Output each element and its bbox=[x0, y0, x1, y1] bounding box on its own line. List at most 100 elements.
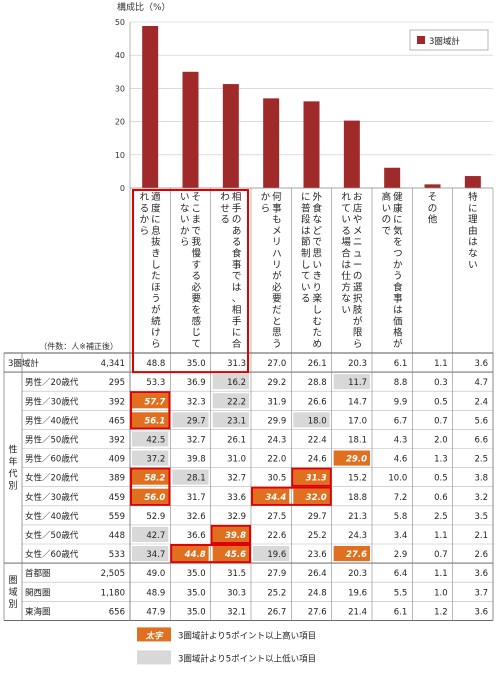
table-cell: 2.1 bbox=[474, 531, 488, 541]
legend-label: 3圏域計 bbox=[429, 36, 460, 47]
table-cell: 31.3 bbox=[227, 359, 246, 369]
category-label-4: 何事もメリハリが必要だと思うから bbox=[261, 191, 283, 350]
y-tick-label: 40 bbox=[115, 51, 125, 60]
row-label: 女性／20歳代 bbox=[25, 473, 79, 484]
table-cell: 22.2 bbox=[227, 397, 246, 407]
table-cell: 19.6 bbox=[267, 550, 286, 560]
low-cell bbox=[132, 526, 169, 542]
table-cell: 6.1 bbox=[394, 359, 408, 369]
table-cell: 21.3 bbox=[348, 512, 367, 522]
low-cell bbox=[333, 374, 370, 390]
category-label-3: 相手のある食事では、相手に合わせる bbox=[220, 191, 242, 350]
low-cell bbox=[212, 393, 249, 409]
table-cell: 5.8 bbox=[394, 512, 408, 522]
table-cell: 1.1 bbox=[434, 359, 448, 369]
high-cell bbox=[293, 488, 330, 504]
high-cell bbox=[132, 393, 169, 409]
table-cell: 1.0 bbox=[434, 588, 448, 598]
row-count: 392 bbox=[109, 397, 125, 407]
table-cell: 2.6 bbox=[474, 550, 488, 560]
table-cell: 31.3 bbox=[306, 474, 327, 484]
table-cell: 7.2 bbox=[394, 493, 408, 503]
row-label: 男性／40歳代 bbox=[25, 415, 79, 426]
low-cell bbox=[212, 374, 249, 390]
table-cell: 30.3 bbox=[227, 588, 246, 598]
table-count-header: （件数：人※補正後） bbox=[39, 341, 118, 351]
table-cell: 34.7 bbox=[146, 550, 165, 560]
table-cell: 17.0 bbox=[348, 416, 367, 426]
table-cell: 28.1 bbox=[187, 474, 206, 484]
high-cell bbox=[333, 546, 370, 562]
table-cell: 31.5 bbox=[227, 569, 246, 579]
legend-swatch bbox=[417, 36, 425, 44]
table-cell: 32.7 bbox=[187, 435, 206, 445]
table-cell: 22.6 bbox=[267, 531, 286, 541]
y-tick-label: 50 bbox=[115, 18, 125, 27]
table-cell: 24.3 bbox=[348, 531, 367, 541]
table-cell: 20.3 bbox=[348, 359, 367, 369]
table-cell: 4.7 bbox=[474, 378, 488, 388]
table-cell: 1.2 bbox=[434, 607, 448, 617]
table-cell: 18.8 bbox=[348, 493, 367, 503]
bar-5 bbox=[303, 101, 320, 188]
high-cell bbox=[253, 488, 290, 504]
group-label: 性年代別 bbox=[8, 444, 17, 492]
table-cell: 3.6 bbox=[474, 607, 488, 617]
row-count: 389 bbox=[109, 474, 125, 484]
bar-4 bbox=[263, 98, 280, 188]
table-cell: 18.0 bbox=[308, 416, 327, 426]
table-cell: 26.6 bbox=[308, 397, 327, 407]
bar-9 bbox=[464, 176, 481, 188]
table-cell: 56.0 bbox=[144, 493, 165, 503]
highlight-frame bbox=[130, 467, 171, 506]
table-cell: 3.2 bbox=[474, 493, 488, 503]
table-cell: 23.1 bbox=[227, 416, 246, 426]
row-label: 関西圏 bbox=[25, 588, 51, 598]
table-cell: 2.9 bbox=[394, 550, 408, 560]
table-cell: 5.5 bbox=[394, 588, 408, 598]
table-cell: 3.6 bbox=[474, 569, 488, 579]
table-cell: 0.5 bbox=[434, 474, 448, 484]
row-count: 409 bbox=[109, 455, 125, 465]
table-cell: 1.1 bbox=[434, 569, 448, 579]
table-cell: 21.4 bbox=[348, 607, 367, 617]
table-cell: 39.8 bbox=[187, 455, 206, 465]
table-cell: 47.9 bbox=[146, 607, 165, 617]
table-cell: 31.7 bbox=[187, 493, 206, 503]
table-cell: 2.5 bbox=[474, 455, 488, 465]
table-cell: 49.0 bbox=[146, 569, 165, 579]
category-label-9: 特に理由はない bbox=[468, 191, 478, 271]
table-cell: 22.0 bbox=[267, 455, 286, 465]
table-cell: 5.6 bbox=[474, 416, 488, 426]
table-cell: 1.1 bbox=[434, 531, 448, 541]
table-cell: 3.5 bbox=[474, 512, 488, 522]
table-cell: 1.3 bbox=[434, 455, 448, 465]
row-count: 295 bbox=[109, 378, 125, 388]
low-cell bbox=[172, 412, 209, 428]
category-label-6: お店やメニューの選択肢が限られている場合は仕方ない bbox=[341, 192, 363, 350]
table-cell: 6.1 bbox=[394, 607, 408, 617]
table-cell: 9.9 bbox=[394, 397, 408, 407]
table-cell: 37.2 bbox=[146, 455, 165, 465]
table-cell: 3.8 bbox=[474, 474, 488, 484]
table-cell: 26.4 bbox=[308, 569, 327, 579]
row-label: 東海圏 bbox=[25, 606, 51, 617]
table-cell: 31.9 bbox=[267, 397, 286, 407]
category-label-5: 外食などで思いきり楽しむために普段は節制している bbox=[301, 191, 323, 350]
table-cell: 32.1 bbox=[227, 607, 246, 617]
table-cell: 2.5 bbox=[434, 512, 448, 522]
high-cell bbox=[132, 412, 169, 428]
row-label: 男性／50歳代 bbox=[25, 434, 79, 445]
row-label: 女性／60歳代 bbox=[25, 549, 79, 560]
high-cell bbox=[172, 546, 209, 562]
table-cell: 8.8 bbox=[394, 378, 408, 388]
bar-6 bbox=[343, 120, 360, 188]
y-tick-label: 30 bbox=[115, 84, 125, 93]
row-count: 465 bbox=[109, 416, 125, 426]
row-count: 1,180 bbox=[101, 588, 125, 598]
table-cell: 0.7 bbox=[434, 550, 448, 560]
low-cell bbox=[212, 412, 249, 428]
table-cell: 32.7 bbox=[227, 474, 246, 484]
